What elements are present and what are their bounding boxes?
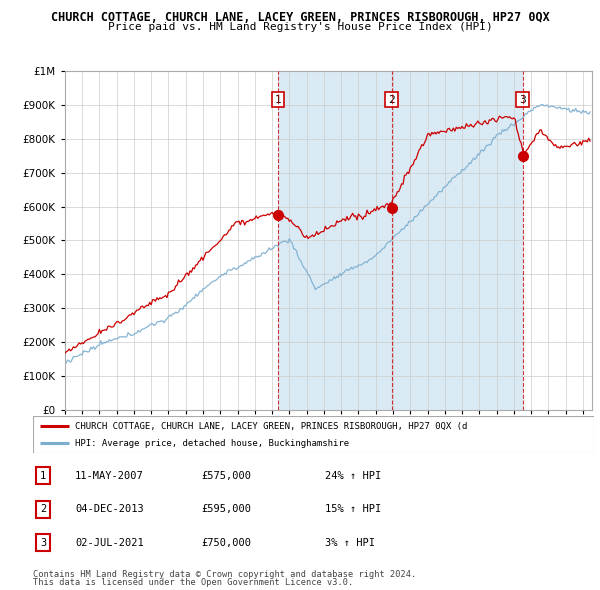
Text: £575,000: £575,000 xyxy=(202,471,251,481)
Text: 2: 2 xyxy=(40,504,46,514)
Text: 1: 1 xyxy=(40,471,46,481)
Text: 04-DEC-2013: 04-DEC-2013 xyxy=(75,504,144,514)
Text: £750,000: £750,000 xyxy=(202,537,251,548)
Text: 3% ↑ HPI: 3% ↑ HPI xyxy=(325,537,375,548)
Text: CHURCH COTTAGE, CHURCH LANE, LACEY GREEN, PRINCES RISBOROUGH, HP27 0QX: CHURCH COTTAGE, CHURCH LANE, LACEY GREEN… xyxy=(50,11,550,24)
Text: This data is licensed under the Open Government Licence v3.0.: This data is licensed under the Open Gov… xyxy=(33,578,353,587)
Text: 3: 3 xyxy=(519,94,526,104)
Text: 11-MAY-2007: 11-MAY-2007 xyxy=(75,471,144,481)
Text: 2: 2 xyxy=(388,94,395,104)
Text: Contains HM Land Registry data © Crown copyright and database right 2024.: Contains HM Land Registry data © Crown c… xyxy=(33,570,416,579)
Text: HPI: Average price, detached house, Buckinghamshire: HPI: Average price, detached house, Buck… xyxy=(75,439,349,448)
Text: 15% ↑ HPI: 15% ↑ HPI xyxy=(325,504,381,514)
Text: £595,000: £595,000 xyxy=(202,504,251,514)
Text: 1: 1 xyxy=(275,94,281,104)
Text: 24% ↑ HPI: 24% ↑ HPI xyxy=(325,471,381,481)
Text: 02-JUL-2021: 02-JUL-2021 xyxy=(75,537,144,548)
Bar xyxy=(278,71,523,410)
Text: Price paid vs. HM Land Registry's House Price Index (HPI): Price paid vs. HM Land Registry's House … xyxy=(107,22,493,32)
FancyBboxPatch shape xyxy=(33,416,594,453)
Text: CHURCH COTTAGE, CHURCH LANE, LACEY GREEN, PRINCES RISBOROUGH, HP27 0QX (d: CHURCH COTTAGE, CHURCH LANE, LACEY GREEN… xyxy=(75,422,467,431)
Text: 3: 3 xyxy=(40,537,46,548)
